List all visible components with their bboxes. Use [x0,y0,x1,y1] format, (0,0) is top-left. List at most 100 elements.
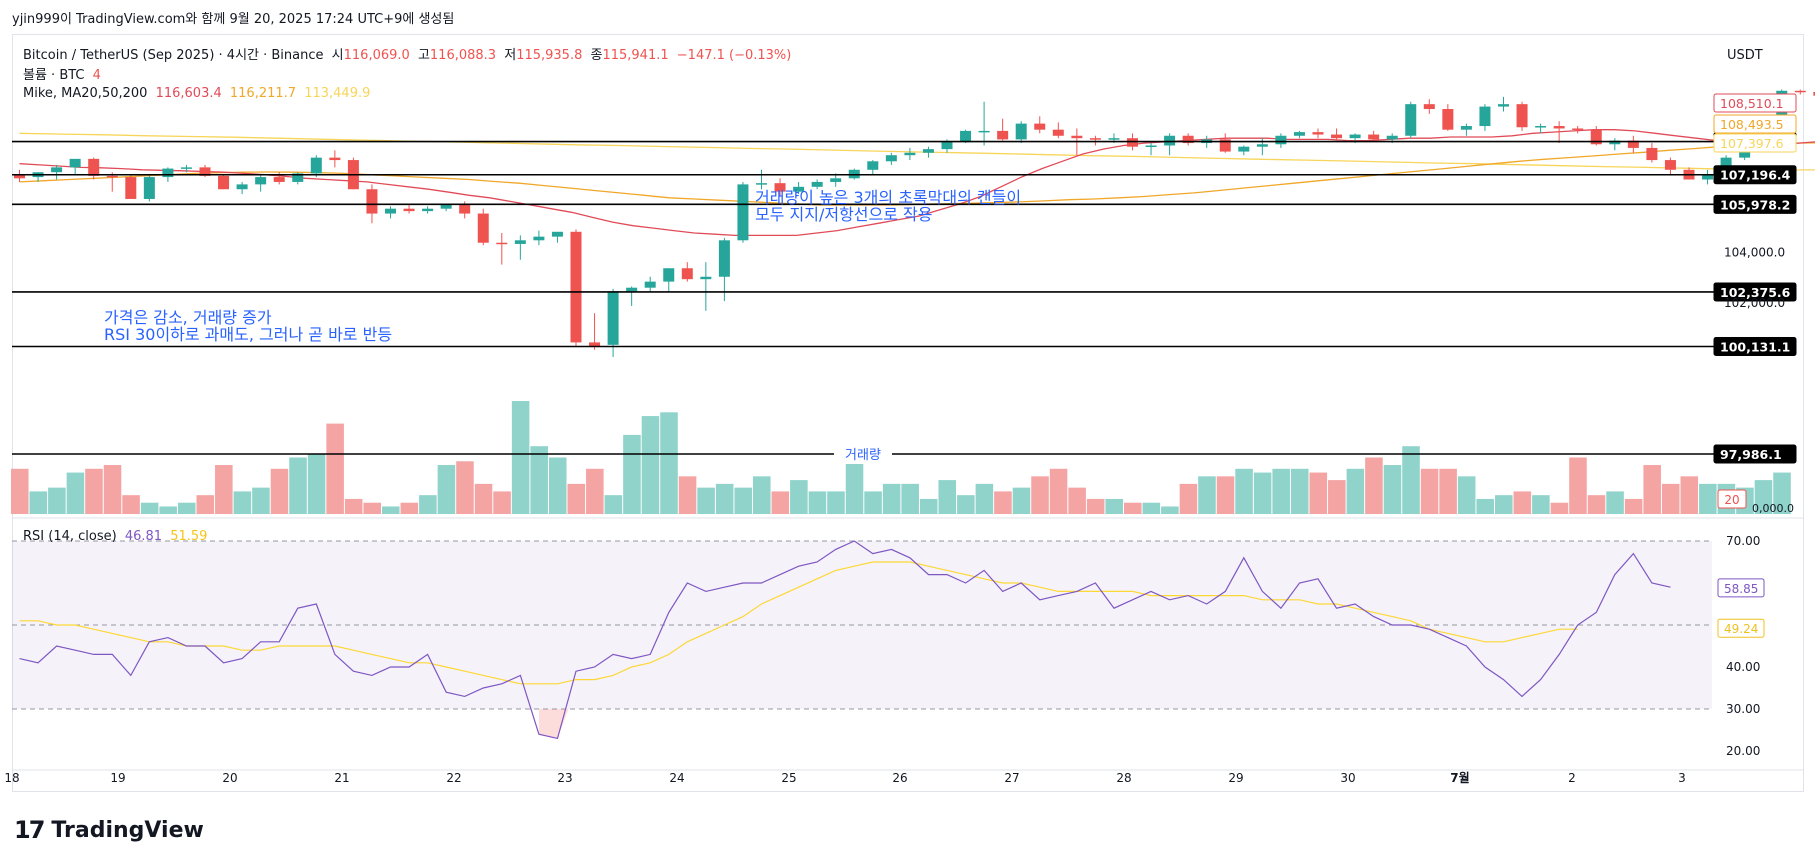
candle-body [885,155,897,162]
price-badge-label: 97,986.1 [1720,447,1782,462]
rsi-ma-value: 51.59 [170,529,208,544]
price-badge [1713,444,1797,464]
price-badge-label: 100,131.1 [1720,340,1790,355]
candle-body [1423,104,1435,110]
rsi-ma-line [19,561,1578,685]
volume-bar [326,423,344,514]
volume-badge [1717,489,1747,509]
volume-bar [1049,468,1068,514]
volume-bar [901,483,919,514]
low-value: 115,935.8 [516,48,583,63]
ma20-line [19,129,1815,237]
time-axis-label: 3 [1678,771,1686,785]
candle-body [14,174,25,179]
candle-body [960,130,972,142]
candle-body [663,268,675,282]
candle-body [1034,123,1046,130]
price-badge-label: 108,510.1 [1720,96,1784,111]
volume-bar [1105,498,1123,514]
price-badge [1713,165,1797,185]
candle-body [125,177,137,199]
volume-bar [1624,498,1643,514]
volume-bar [177,502,196,514]
high-value: 116,088.3 [429,48,497,63]
volume-bar [1068,487,1086,514]
tradingview-logo[interactable]: 17 TradingView [14,816,204,844]
time-axis-label: 25 [781,771,796,785]
candle-body [1071,135,1083,139]
volume-bar [29,491,48,514]
price-badge-label: 102,375.6 [1720,285,1791,300]
volume-badge-label: 20 [1724,493,1739,507]
price-badge [1713,337,1797,357]
candle-body [477,213,489,243]
volume-bar [1699,483,1717,514]
volume-bar [437,465,456,514]
volume-bar [623,434,641,514]
candle-body [1627,140,1639,148]
rsi-line [19,540,1671,740]
candle-body [366,189,378,214]
candle-body [533,236,545,241]
volume-bar [753,476,771,514]
volume-bar [1495,495,1513,514]
volume-legend: 볼륨 · BTC 4 [23,64,105,83]
close-value: 115,941.1 [602,48,669,63]
candle-body [922,149,934,153]
time-axis-label: 29 [1228,771,1243,785]
candle-body [422,208,434,212]
candle-body [1609,140,1621,145]
volume-bar [771,491,790,514]
price-badge [1713,194,1797,214]
price-badge-label: 107,196.4 [1720,168,1791,183]
share-header: yjin999이 TradingView.com와 함께 9월 20, 2025… [12,12,455,27]
volume-bar [1532,495,1550,514]
candle-body [1127,138,1138,147]
volume-bar [363,502,381,514]
candle-body [310,157,322,174]
volume-bar [641,416,660,514]
volume-bar [734,487,752,514]
candle-body [644,281,656,288]
high-label: 고 [417,48,430,63]
volume-bar [604,495,623,514]
candle-body [1553,126,1565,129]
volume-bar [1773,472,1791,514]
candle-body [1164,135,1176,146]
volume-value: 4 [92,68,101,83]
rsi-axis-label: 70.00 [1726,534,1760,548]
volume-line-label-bg [834,444,892,464]
note-left-line2: RSI 30이하로 과매도, 그러나 곧 바로 반등 [104,325,393,344]
candle-body [403,208,415,212]
price-axis-label: 102,000.0 [1724,296,1785,310]
candle-body [1535,126,1547,128]
volume-bar [1161,506,1179,514]
volume-bar [1142,502,1161,514]
rsi-axis-label: 20.00 [1726,744,1760,758]
volume-bar [827,491,845,514]
time-axis-label: 20 [222,771,237,785]
candle-body [496,242,508,245]
candle-body [69,158,81,168]
volume-bar [1439,468,1457,514]
candle-body [273,177,285,182]
candle-body [143,177,155,199]
price-badge-label: 105,978.2 [1720,197,1790,212]
volume-bars [11,401,1791,514]
time-axis-label: 19 [110,771,125,785]
candle-body [106,175,118,178]
ma50-value: 116,211.7 [229,86,297,101]
volume-bar [196,495,215,514]
price-badge [1713,133,1797,153]
currency-label: USDT [1727,48,1763,63]
candle-body [700,276,712,280]
chart-frame [12,34,1804,792]
candle-body [1794,90,1806,93]
note-right: 거래량이 높은 3개의 초록막대의 캔들이 모두 지지/저항선으로 작용 [755,189,1021,223]
candle-body [1442,109,1454,130]
volume-bar [790,480,808,514]
candle-body [830,178,842,182]
candle-body [51,167,63,173]
candle-body [1516,104,1528,128]
